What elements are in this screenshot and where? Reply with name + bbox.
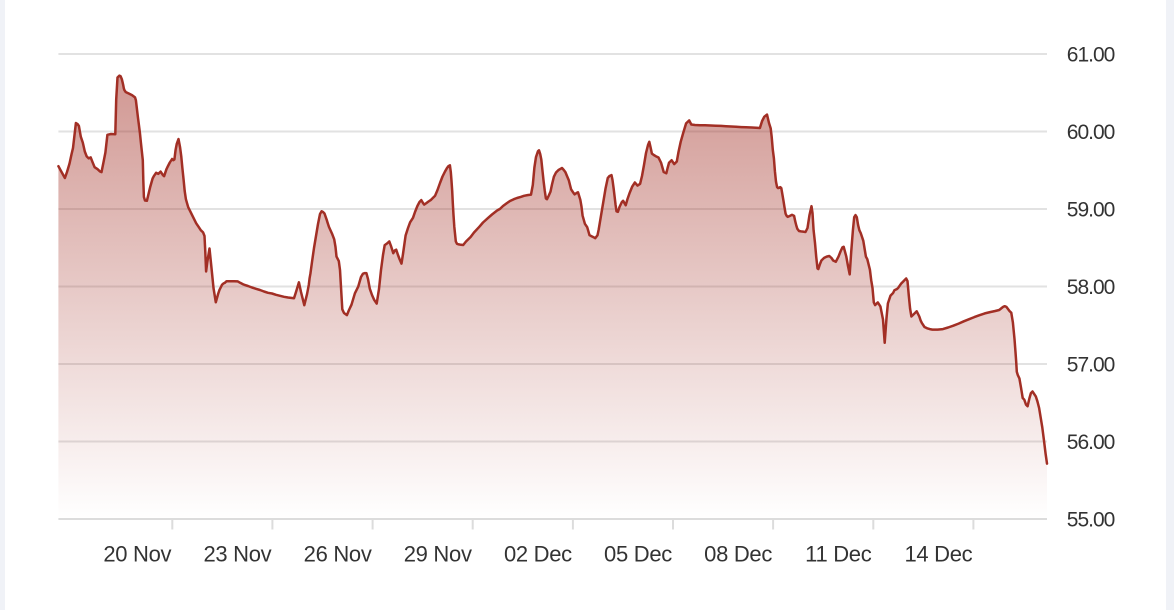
svg-text:14 Dec: 14 Dec [904,542,972,567]
svg-text:05 Dec: 05 Dec [604,542,672,567]
svg-text:23 Nov: 23 Nov [203,542,271,567]
svg-text:20 Nov: 20 Nov [103,542,171,567]
svg-text:59.00: 59.00 [1067,198,1115,221]
svg-text:11 Dec: 11 Dec [805,542,872,567]
svg-text:55.00: 55.00 [1067,508,1115,531]
svg-text:61.00: 61.00 [1067,43,1115,66]
svg-text:02 Dec: 02 Dec [504,542,572,567]
svg-text:57.00: 57.00 [1067,353,1115,376]
svg-text:26 Nov: 26 Nov [304,542,372,567]
svg-text:29 Nov: 29 Nov [404,542,472,567]
svg-text:56.00: 56.00 [1067,431,1115,454]
svg-text:58.00: 58.00 [1067,276,1115,299]
svg-text:60.00: 60.00 [1067,121,1115,144]
svg-text:08 Dec: 08 Dec [704,542,772,567]
